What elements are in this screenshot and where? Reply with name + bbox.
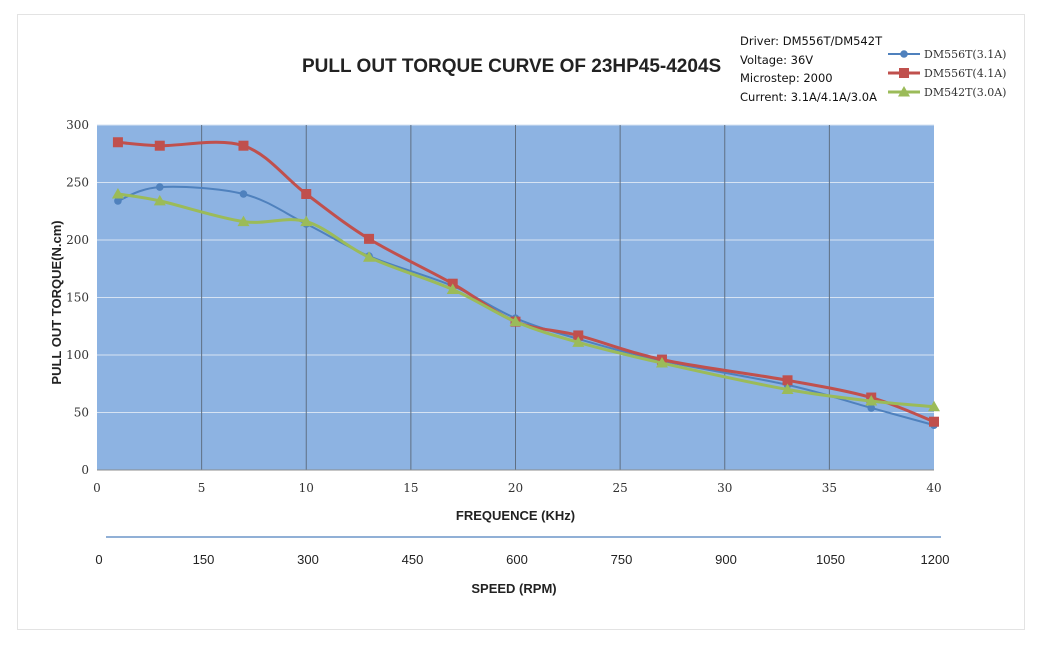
data-point-series-1 [867,404,876,412]
data-point-series-2 [238,140,249,151]
data-point-series-3 [237,215,250,227]
speed-tick-label: 750 [611,552,633,567]
data-point-series-3 [865,395,878,406]
x-tick-label: 10 [299,481,314,495]
speed-axis-title: SPEED (RPM) [471,581,556,596]
speed-tick-label: 600 [506,552,528,567]
legend-marker [900,50,908,58]
data-point-series-3 [509,315,522,327]
speed-tick-label: 450 [402,552,424,567]
x-tick-label: 35 [822,481,837,495]
legend-marker [899,68,909,78]
speed-tick-label: 1050 [816,552,845,567]
y-tick-label: 50 [74,406,89,420]
data-point-series-3 [446,283,459,294]
y-tick-label: 300 [66,118,89,132]
note-microstep: Microstep: 2000 [740,71,833,85]
x-tick-label: 0 [93,481,101,495]
y-tick-label: 200 [66,233,89,247]
x-tick-label: 30 [717,481,732,495]
data-point-series-3 [300,215,313,227]
note-current: Current: 3.1A/4.1A/3.0A [740,89,877,104]
chart-title: PULL OUT TORQUE CURVE OF 23HP45-4204S [302,56,722,77]
data-point-series-2 [112,137,123,148]
x-tick-label: 25 [612,481,627,495]
data-point-series-1 [239,190,248,198]
speed-tick-label: 900 [715,552,737,567]
speed-tick-label: 1200 [921,552,950,567]
legend-label: DM556T(4.1A) [924,67,1006,80]
speed-tick-label: 0 [95,552,102,567]
x-tick-label: 5 [198,481,206,495]
y-tick-label: 250 [66,176,89,190]
data-point-series-1 [114,197,122,205]
legend-label: DM556T(3.1A) [924,48,1006,61]
y-tick-label: 0 [81,463,89,477]
x-tick-label: 15 [403,481,418,495]
legend-marker [898,86,910,97]
data-point-series-3 [572,336,585,347]
data-point-series-2 [301,189,312,199]
data-point-series-3 [928,400,940,412]
legend-label: DM542T(3.0A) [924,86,1006,99]
data-point-series-2 [364,233,375,244]
x-tick-label: 40 [926,481,941,495]
data-point-series-3 [111,188,124,199]
speed-tick-label: 300 [297,552,319,567]
chart-frame [17,14,1025,630]
y-tick-label: 100 [66,348,89,362]
note-driver: Driver: DM556T/DM542T [740,34,883,48]
data-point-series-3 [153,194,166,206]
data-point-series-1 [155,183,164,191]
driver-notes: Driver: DM556T/DM542T Voltage: 36V Micro… [740,32,882,106]
data-point-series-2 [573,330,584,341]
data-point-series-3 [781,383,794,394]
y-tick-label: 150 [66,291,89,305]
data-point-series-3 [363,251,376,262]
x-tick-label: 20 [508,481,523,495]
data-point-series-2 [154,140,165,151]
data-point-series-2 [782,375,793,386]
y-axis-title: PULL OUT TORQUE(N.cm) [49,220,64,384]
x-axis-title: FREQUENCE (KHz) [456,508,575,523]
data-point-series-3 [655,357,668,368]
data-point-series-2 [929,416,939,427]
speed-tick-label: 150 [193,552,215,567]
note-voltage: Voltage: 36V [740,52,814,67]
